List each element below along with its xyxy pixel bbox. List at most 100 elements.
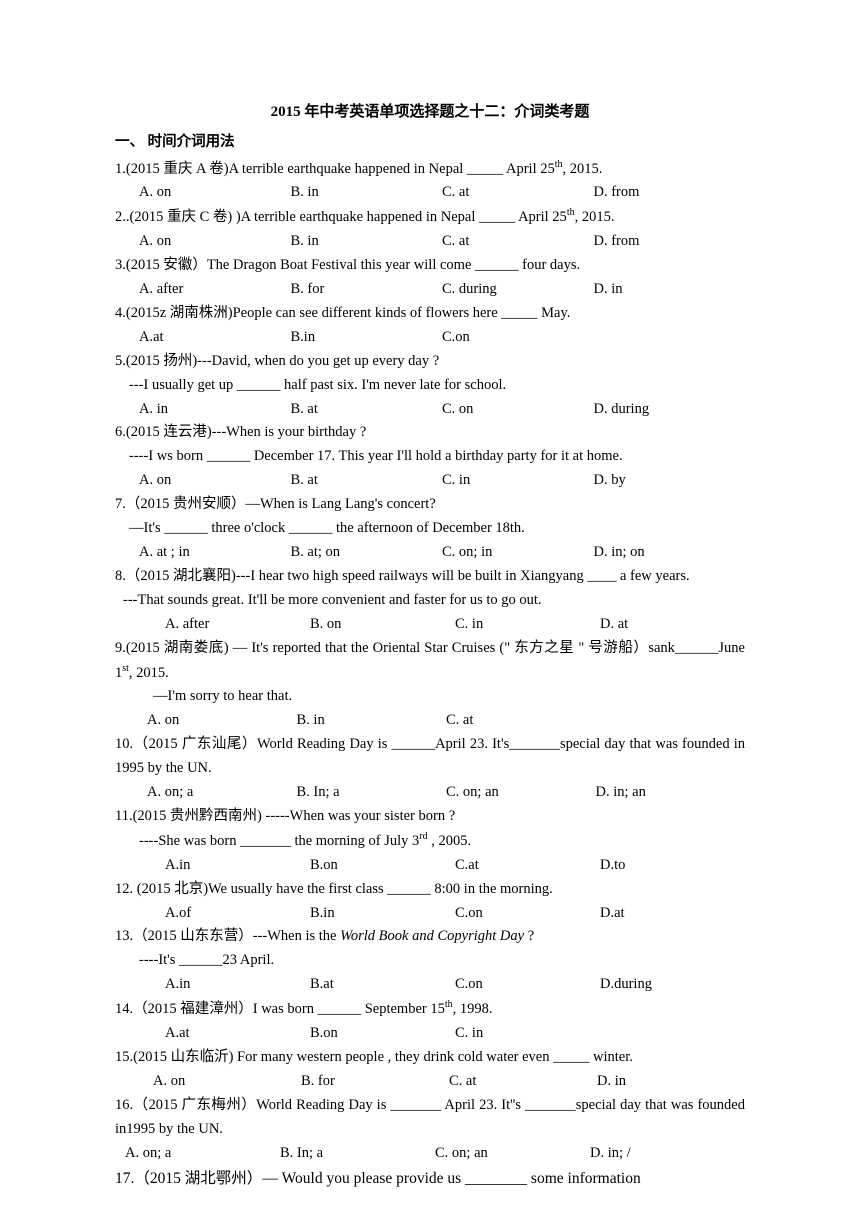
q6-opt-d: D. by	[594, 469, 746, 493]
q13-opt-a: A.in	[165, 973, 310, 997]
q2-opt-b: B. in	[291, 230, 443, 254]
q5-stem: 5.(2015 扬州)---David, when do you get up …	[115, 350, 745, 374]
q12-stem: 12. (2015 北京)We usually have the first c…	[115, 878, 745, 902]
q11-opt-a: A.in	[165, 854, 310, 878]
q13-sub: ----It's ______23 April.	[139, 949, 745, 973]
q16-opt-d: D. in; /	[590, 1142, 745, 1166]
q3-opt-d: D. in	[594, 278, 746, 302]
q8-options: A. after B. on C. in D. at	[165, 613, 745, 637]
q3-options: A. after B. for C. during D. in	[139, 278, 745, 302]
q2-opt-c: C. at	[442, 230, 594, 254]
q1-opt-b: B. in	[291, 181, 443, 205]
q9-opt-b: B. in	[297, 709, 447, 733]
q9-stem: 9.(2015 湖南娄底) — It's reported that the O…	[115, 637, 745, 686]
q9-opt-a: A. on	[147, 709, 297, 733]
q15-opt-b: B. for	[301, 1070, 449, 1094]
q13-opt-b: B.at	[310, 973, 455, 997]
q17-stem: 17.（2015 湖北鄂州）— Would you please provide…	[115, 1166, 745, 1192]
q5-opt-c: C. on	[442, 398, 594, 422]
q11-options: A.in B.on C.at D.to	[165, 854, 745, 878]
q13-stem: 13.（2015 山东东营）---When is the World Book …	[115, 925, 745, 949]
q12-opt-d: D.at	[600, 902, 745, 926]
q6-options: A. on B. at C. in D. by	[139, 469, 745, 493]
q7-stem: 7.（2015 贵州安顺）—When is Lang Lang's concer…	[115, 493, 745, 517]
page-container: 2015 年中考英语单项选择题之十二：介词类考题 一、 时间介词用法 1.(20…	[0, 0, 860, 1231]
q4-options: A.at B.in C.on .	[139, 326, 745, 350]
q2-opt-a: A. on	[139, 230, 291, 254]
question-5: 5.(2015 扬州)---David, when do you get up …	[115, 350, 745, 422]
q12-opt-c: C.on	[455, 902, 600, 926]
q11-opt-d: D.to	[600, 854, 745, 878]
q13-options: A.in B.at C.on D.during	[165, 973, 745, 997]
q11-opt-c: C.at	[455, 854, 600, 878]
question-4: 4.(2015z 湖南株洲)People can see different k…	[115, 302, 745, 350]
question-3: 3.(2015 安徽）The Dragon Boat Festival this…	[115, 254, 745, 302]
q16-stem: 16.（2015 广东梅州）World Reading Day is _____…	[115, 1094, 745, 1142]
q5-opt-d: D. during	[594, 398, 746, 422]
q14-opt-c: C. in	[455, 1022, 600, 1046]
q11-sub: ----She was born _______ the morning of …	[139, 829, 745, 854]
q6-opt-b: B. at	[291, 469, 443, 493]
question-6: 6.(2015 连云港)---When is your birthday ? -…	[115, 421, 745, 493]
q14-opt-a: A.at	[165, 1022, 310, 1046]
q13-opt-c: C.on	[455, 973, 600, 997]
q5-options: A. in B. at C. on D. during	[139, 398, 745, 422]
q7-opt-b: B. at; on	[291, 541, 443, 565]
question-1: 1.(2015 重庆 A 卷)A terrible earthquake hap…	[115, 157, 745, 206]
q14-opt-b: B.on	[310, 1022, 455, 1046]
q15-opt-c: C. at	[449, 1070, 597, 1094]
q8-opt-d: D. at	[600, 613, 745, 637]
q3-stem: 3.(2015 安徽）The Dragon Boat Festival this…	[115, 254, 745, 278]
q8-opt-c: C. in	[455, 613, 600, 637]
q15-opt-d: D. in	[597, 1070, 745, 1094]
q16-opt-a: A. on; a	[125, 1142, 280, 1166]
q6-stem: 6.(2015 连云港)---When is your birthday ?	[115, 421, 745, 445]
q3-opt-c: C. during	[442, 278, 594, 302]
question-7: 7.（2015 贵州安顺）—When is Lang Lang's concer…	[115, 493, 745, 565]
section-heading: 一、 时间介词用法	[115, 131, 745, 155]
q11-opt-b: B.on	[310, 854, 455, 878]
q2-opt-d: D. from	[594, 230, 746, 254]
q10-opt-d: D. in; an	[596, 781, 746, 805]
q9-opt-c: C. at	[446, 709, 596, 733]
q1-opt-c: C. at	[442, 181, 594, 205]
q6-opt-a: A. on	[139, 469, 291, 493]
q8-opt-b: B. on	[310, 613, 455, 637]
q15-stem: 15.(2015 山东临沂) For many western people ,…	[115, 1046, 745, 1070]
q2-options: A. on B. in C. at D. from	[139, 230, 745, 254]
question-13: 13.（2015 山东东营）---When is the World Book …	[115, 925, 745, 997]
q14-options: A.at B.on C. in .	[165, 1022, 745, 1046]
q2-stem: 2..(2015 重庆 C 卷) )A terrible earthquake …	[115, 205, 745, 230]
q7-options: A. at ; in B. at; on C. on; in D. in; on	[139, 541, 745, 565]
q3-opt-a: A. after	[139, 278, 291, 302]
question-9: 9.(2015 湖南娄底) — It's reported that the O…	[115, 637, 745, 734]
q10-opt-c: C. on; an	[446, 781, 596, 805]
q12-opt-a: A.of	[165, 902, 310, 926]
q4-stem: 4.(2015z 湖南株洲)People can see different k…	[115, 302, 745, 326]
question-17: 17.（2015 湖北鄂州）— Would you please provide…	[115, 1166, 745, 1192]
q5-opt-b: B. at	[291, 398, 443, 422]
q4-opt-c: C.on	[442, 326, 594, 350]
q12-opt-b: B.in	[310, 902, 455, 926]
q11-stem: 11.(2015 贵州黔西南州) -----When was your sist…	[115, 805, 745, 829]
q7-opt-c: C. on; in	[442, 541, 594, 565]
question-16: 16.（2015 广东梅州）World Reading Day is _____…	[115, 1094, 745, 1166]
q1-options: A. on B. in C. at D. from	[139, 181, 745, 205]
q10-opt-b: B. In; a	[297, 781, 447, 805]
q7-opt-d: D. in; on	[594, 541, 746, 565]
q10-stem: 10.（2015 广东汕尾）World Reading Day is _____…	[115, 733, 745, 781]
q7-opt-a: A. at ; in	[139, 541, 291, 565]
q10-opt-a: A. on; a	[147, 781, 297, 805]
q15-opt-a: A. on	[153, 1070, 301, 1094]
q6-sub: ----I ws born ______ December 17. This y…	[129, 445, 745, 469]
q7-sub: —It's ______ three o'clock ______ the af…	[129, 517, 745, 541]
question-8: 8.（2015 湖北襄阳)---I hear two high speed ra…	[115, 565, 745, 637]
q9-sub: —I'm sorry to hear that.	[153, 685, 745, 709]
question-11: 11.(2015 贵州黔西南州) -----When was your sist…	[115, 805, 745, 878]
question-12: 12. (2015 北京)We usually have the first c…	[115, 878, 745, 926]
q16-opt-b: B. In; a	[280, 1142, 435, 1166]
question-14: 14.（2015 福建漳州）I was born ______ Septembe…	[115, 997, 745, 1046]
q5-opt-a: A. in	[139, 398, 291, 422]
q6-opt-c: C. in	[442, 469, 594, 493]
q8-sub: ---That sounds great. It'll be more conv…	[123, 589, 745, 613]
